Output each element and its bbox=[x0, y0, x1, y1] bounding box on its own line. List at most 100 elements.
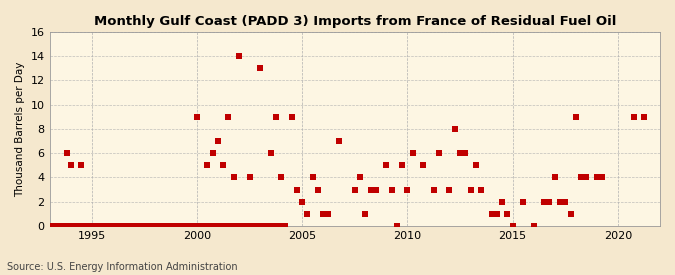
Point bbox=[591, 175, 602, 180]
Point bbox=[162, 224, 173, 228]
Point bbox=[223, 115, 234, 119]
Point bbox=[155, 224, 165, 228]
Point bbox=[65, 224, 76, 228]
Point bbox=[476, 187, 487, 192]
Point bbox=[470, 163, 481, 167]
Point bbox=[171, 224, 182, 228]
Point bbox=[122, 224, 132, 228]
Point bbox=[114, 224, 125, 228]
Point bbox=[116, 224, 127, 228]
Point bbox=[99, 224, 109, 228]
Point bbox=[63, 224, 74, 228]
Point bbox=[130, 224, 141, 228]
Point bbox=[214, 224, 225, 228]
Point bbox=[95, 224, 106, 228]
Point bbox=[196, 224, 207, 228]
Point bbox=[307, 175, 318, 180]
Point bbox=[97, 224, 107, 228]
Point bbox=[78, 224, 88, 228]
Point bbox=[219, 224, 230, 228]
Point bbox=[433, 151, 444, 155]
Point bbox=[213, 139, 223, 143]
Point bbox=[269, 224, 279, 228]
Point bbox=[90, 224, 101, 228]
Point bbox=[171, 224, 182, 228]
Point bbox=[237, 224, 248, 228]
Point bbox=[249, 224, 260, 228]
Point bbox=[429, 187, 439, 192]
Point bbox=[128, 224, 139, 228]
Point bbox=[350, 187, 360, 192]
Point bbox=[186, 224, 197, 228]
Point bbox=[67, 224, 78, 228]
Point bbox=[292, 187, 302, 192]
Point bbox=[234, 54, 244, 58]
Point bbox=[502, 211, 513, 216]
Point bbox=[333, 139, 344, 143]
Y-axis label: Thousand Barrels per Day: Thousand Barrels per Day bbox=[15, 61, 25, 197]
Point bbox=[230, 224, 241, 228]
Point bbox=[180, 224, 190, 228]
Point bbox=[48, 224, 59, 228]
Point bbox=[267, 224, 277, 228]
Point bbox=[76, 224, 86, 228]
Point bbox=[318, 211, 329, 216]
Point bbox=[529, 224, 539, 228]
Point bbox=[136, 224, 146, 228]
Point bbox=[86, 224, 97, 228]
Point bbox=[70, 224, 81, 228]
Point bbox=[195, 224, 206, 228]
Point bbox=[123, 224, 134, 228]
Point bbox=[239, 224, 250, 228]
Point bbox=[205, 224, 216, 228]
Point bbox=[402, 187, 413, 192]
Point bbox=[256, 224, 267, 228]
Point bbox=[46, 224, 57, 228]
Point bbox=[397, 163, 408, 167]
Point bbox=[216, 224, 227, 228]
Point bbox=[146, 224, 157, 228]
Point bbox=[137, 224, 148, 228]
Point bbox=[246, 224, 256, 228]
Point bbox=[128, 224, 139, 228]
Point bbox=[74, 224, 85, 228]
Point bbox=[92, 224, 103, 228]
Point bbox=[127, 224, 138, 228]
Point bbox=[181, 224, 192, 228]
Point bbox=[102, 224, 113, 228]
Point bbox=[251, 224, 262, 228]
Point bbox=[178, 224, 188, 228]
Point bbox=[204, 224, 215, 228]
Point bbox=[72, 224, 83, 228]
Point bbox=[107, 224, 118, 228]
Point bbox=[244, 224, 255, 228]
Point bbox=[65, 163, 76, 167]
Point bbox=[192, 224, 202, 228]
Point bbox=[418, 163, 429, 167]
Point bbox=[555, 199, 566, 204]
Point bbox=[104, 224, 115, 228]
Point bbox=[272, 224, 283, 228]
Title: Monthly Gulf Coast (PADD 3) Imports from France of Residual Fuel Oil: Monthly Gulf Coast (PADD 3) Imports from… bbox=[94, 15, 616, 28]
Point bbox=[174, 224, 185, 228]
Point bbox=[549, 175, 560, 180]
Point bbox=[244, 175, 255, 180]
Point bbox=[260, 224, 271, 228]
Point bbox=[55, 224, 65, 228]
Point bbox=[360, 211, 371, 216]
Point bbox=[275, 175, 286, 180]
Point bbox=[148, 224, 159, 228]
Point bbox=[169, 224, 180, 228]
Point bbox=[221, 224, 232, 228]
Point bbox=[198, 224, 209, 228]
Point bbox=[227, 224, 238, 228]
Point bbox=[518, 199, 529, 204]
Point bbox=[57, 224, 68, 228]
Point bbox=[157, 224, 167, 228]
Point bbox=[271, 224, 281, 228]
Point bbox=[639, 115, 649, 119]
Point bbox=[158, 224, 169, 228]
Point bbox=[225, 224, 236, 228]
Text: Source: U.S. Energy Information Administration: Source: U.S. Energy Information Administ… bbox=[7, 262, 238, 272]
Point bbox=[211, 224, 221, 228]
